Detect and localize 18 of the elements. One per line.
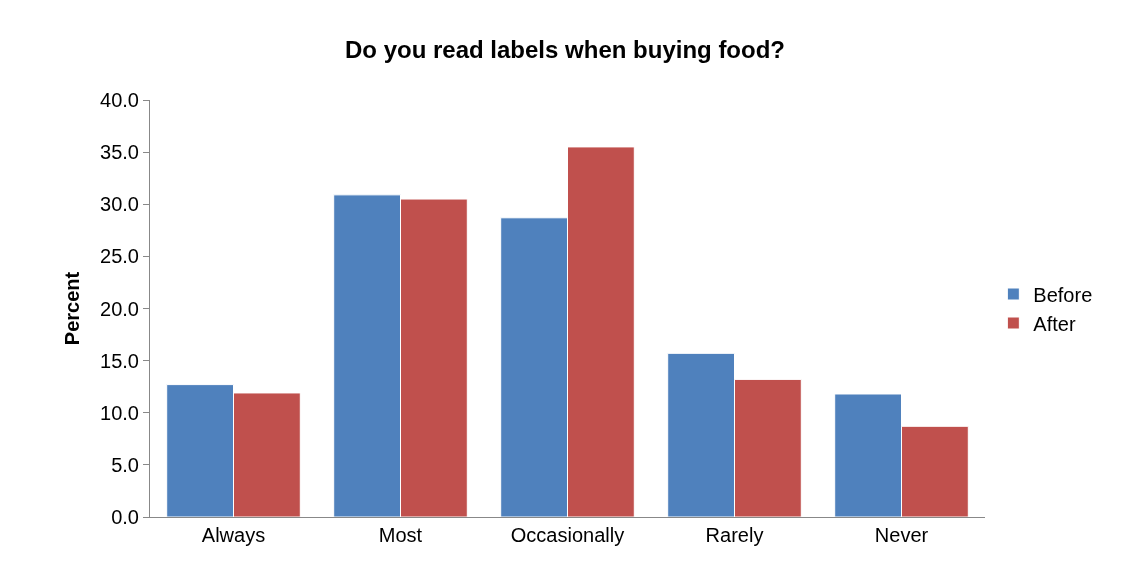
y-tick-label: 35.0 <box>100 141 139 164</box>
x-tick-label: Most <box>378 524 423 546</box>
y-tick-label: 30.0 <box>100 193 139 216</box>
y-tick-label: 10.0 <box>100 401 139 424</box>
legend-label: Before <box>1033 283 1093 306</box>
y-tick-label: 15.0 <box>100 349 139 372</box>
y-tick-label: 40.0 <box>100 89 139 111</box>
y-tick-label: 25.0 <box>100 245 139 268</box>
y-tick-label: 0.0 <box>111 506 139 528</box>
x-tick-label: Rarely <box>705 524 764 546</box>
legend-label: After <box>1033 312 1076 335</box>
y-tick-label: 5.0 <box>111 453 139 476</box>
x-tick-label: Occasionally <box>510 524 625 546</box>
y-tick-label: 20.0 <box>100 297 139 320</box>
x-tick-label: Always <box>201 524 266 546</box>
chart-title: Do you read labels when buying food? <box>344 35 786 63</box>
y-axis-title: Percent <box>60 271 83 346</box>
x-tick-label: Never <box>874 524 929 546</box>
